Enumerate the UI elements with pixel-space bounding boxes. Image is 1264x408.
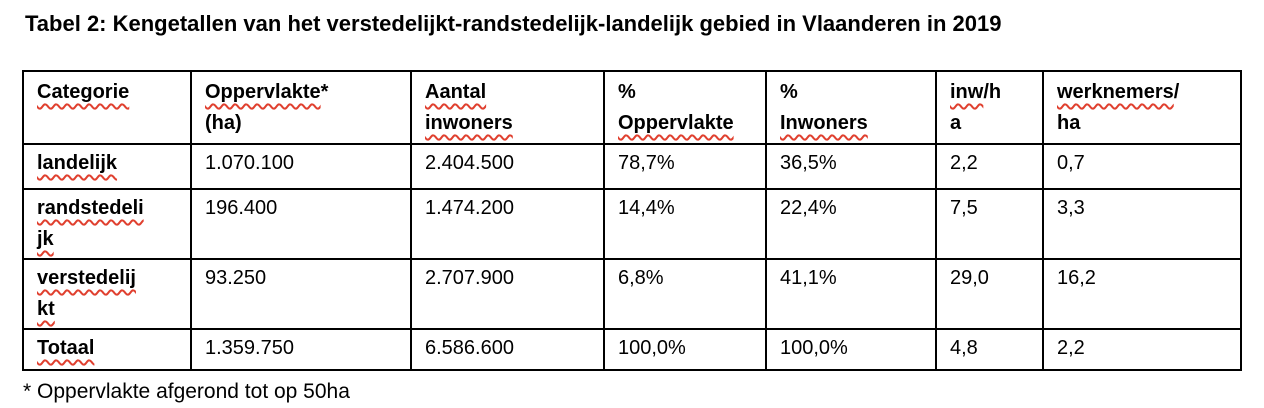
row-label-verstedelijkt: verstedelij kt xyxy=(22,258,192,330)
column-header-aantal-inwoners: Aantal inwoners xyxy=(410,70,605,145)
cell-randstedelijk-pct-oppervlakte: 14,4% xyxy=(603,188,767,260)
column-header-pct-inwoners: % Inwoners xyxy=(765,70,937,145)
cell-randstedelijk-pct-inwoners: 22,4% xyxy=(765,188,937,260)
misspelled-word: jk xyxy=(37,228,54,250)
cell-randstedelijk-werknemers-per-ha: 3,3 xyxy=(1042,188,1242,260)
misspelled-word: Oppervlakte xyxy=(618,112,734,134)
cell-totaal-pct-inwoners: 100,0% xyxy=(765,328,937,371)
misspelled-word: Categorie xyxy=(37,81,130,103)
misspelled-word: Oppervlakte xyxy=(205,81,321,103)
text-segment: * xyxy=(320,81,329,103)
cell-totaal-oppervlakte: 1.359.750 xyxy=(190,328,412,371)
header-row: Categorie Oppervlakte* (ha) Aantal inwoner… xyxy=(22,70,1242,145)
key-figures-table: Categorie Oppervlakte* (ha) Aantal inwoner… xyxy=(22,70,1242,371)
cell-landelijk-werknemers-per-ha: 0,7 xyxy=(1042,143,1242,190)
misspelled-word: kt xyxy=(37,298,55,320)
cell-verstedelijkt-pct-oppervlakte: 6,8% xyxy=(603,258,767,330)
text-segment: a xyxy=(950,112,962,134)
column-header-inw-per-ha: inw/h a xyxy=(935,70,1044,145)
cell-verstedelijkt-pct-inwoners: 41,1% xyxy=(765,258,937,330)
cell-landelijk-inw-per-ha: 2,2 xyxy=(935,143,1044,190)
column-header-oppervlakte-ha: Oppervlakte* (ha) xyxy=(190,70,412,145)
table-row-verstedelijkt: verstedelij kt 93.250 2.707.900 6,8% 41,1… xyxy=(22,258,1242,330)
column-header-werknemers-per-ha: werknemers/ ha xyxy=(1042,70,1242,145)
misspelled-word: landelijk xyxy=(37,152,118,174)
cell-totaal-werknemers-per-ha: 2,2 xyxy=(1042,328,1242,371)
row-label-landelijk: landelijk xyxy=(22,143,192,190)
cell-totaal-inw-per-ha: 4,8 xyxy=(935,328,1044,371)
cell-verstedelijkt-oppervlakte: 93.250 xyxy=(190,258,412,330)
column-header-pct-oppervlakte: % Oppervlakte xyxy=(603,70,767,145)
row-label-totaal: Totaal xyxy=(22,328,192,371)
text-segment: (ha) xyxy=(205,112,242,134)
text-segment: /h xyxy=(983,81,1002,103)
table-row-totaal: Totaal 1.359.750 6.586.600 100,0% 100,0%… xyxy=(22,328,1242,371)
table-row-landelijk: landelijk 1.070.100 2.404.500 78,7% 36,5… xyxy=(22,143,1242,190)
column-header-categorie: Categorie xyxy=(22,70,192,145)
table-caption: Tabel 2: Kengetallen van het verstedelij… xyxy=(25,11,1002,36)
cell-verstedelijkt-aantal-inwoners: 2.707.900 xyxy=(410,258,605,330)
misspelled-word: randstedeli xyxy=(37,197,144,219)
cell-landelijk-pct-oppervlakte: 78,7% xyxy=(603,143,767,190)
cell-verstedelijkt-werknemers-per-ha: 16,2 xyxy=(1042,258,1242,330)
cell-landelijk-pct-inwoners: 36,5% xyxy=(765,143,937,190)
cell-totaal-pct-oppervlakte: 100,0% xyxy=(603,328,767,371)
misspelled-word: inwoners xyxy=(425,112,513,134)
misspelled-word: Aantal xyxy=(425,81,487,103)
text-segment: ha xyxy=(1057,112,1081,134)
cell-landelijk-aantal-inwoners: 2.404.500 xyxy=(410,143,605,190)
cell-randstedelijk-oppervlakte: 196.400 xyxy=(190,188,412,260)
text-segment: % xyxy=(780,81,798,103)
text-segment: % xyxy=(618,81,636,103)
misspelled-word: Inwoners xyxy=(780,112,868,134)
cell-randstedelijk-inw-per-ha: 7,5 xyxy=(935,188,1044,260)
table-row-randstedelijk: randstedeli jk 196.400 1.474.200 14,4% 22… xyxy=(22,188,1242,260)
misspelled-word: verstedelij xyxy=(37,267,136,289)
cell-totaal-aantal-inwoners: 6.586.600 xyxy=(410,328,605,371)
table-footnote: * Oppervlakte afgerond tot op 50ha xyxy=(23,380,350,403)
text-segment: / xyxy=(1173,81,1180,103)
document-page: Tabel 2: Kengetallen van het verstedelij… xyxy=(0,11,1264,408)
misspelled-word: werknemers xyxy=(1057,81,1174,103)
misspelled-word: inw xyxy=(950,81,984,103)
misspelled-word: Totaal xyxy=(37,337,95,359)
cell-randstedelijk-aantal-inwoners: 1.474.200 xyxy=(410,188,605,260)
row-label-randstedelijk: randstedeli jk xyxy=(22,188,192,260)
cell-landelijk-oppervlakte: 1.070.100 xyxy=(190,143,412,190)
cell-verstedelijkt-inw-per-ha: 29,0 xyxy=(935,258,1044,330)
